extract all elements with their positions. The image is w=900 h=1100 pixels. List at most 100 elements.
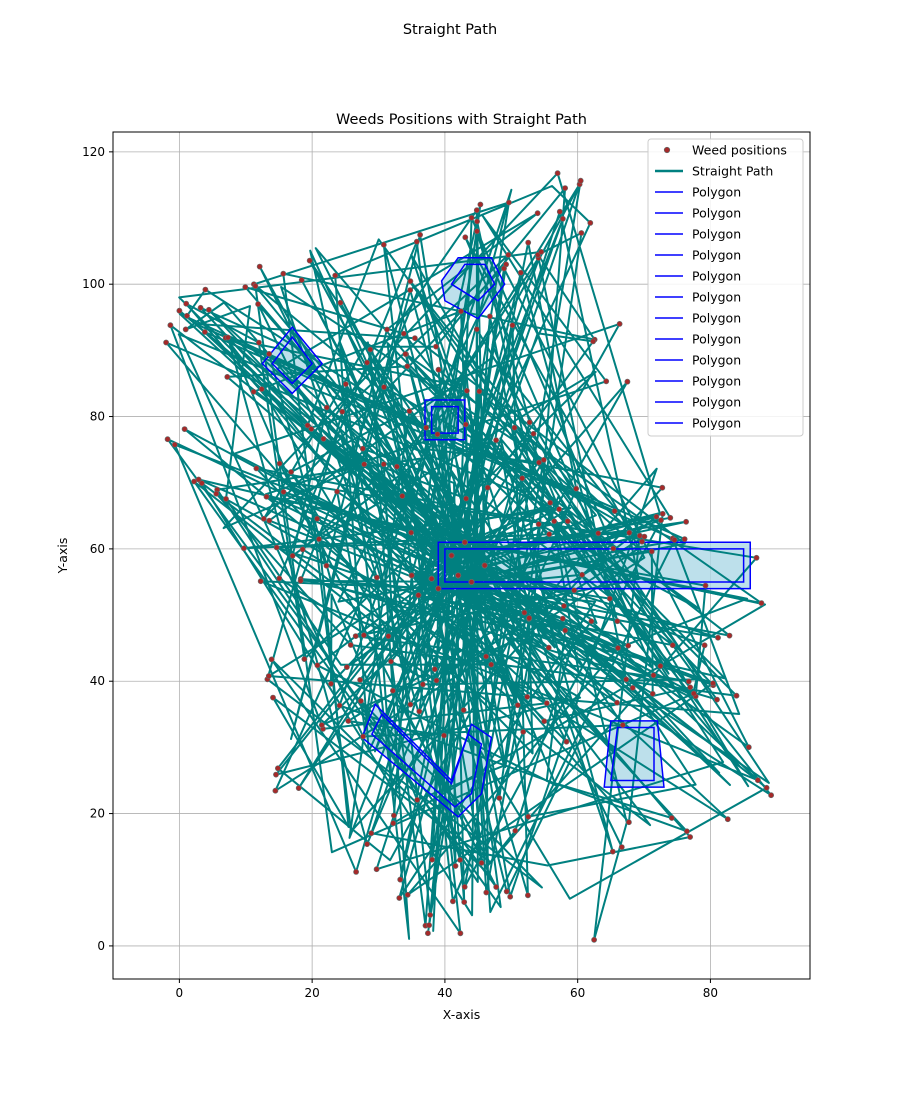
weed-point: [167, 322, 174, 329]
weed-point: [588, 618, 595, 625]
weed-point: [473, 207, 480, 214]
y-tick-label: 120: [82, 145, 105, 159]
weed-point: [404, 363, 411, 370]
weed-point: [276, 575, 283, 582]
y-axis-label: Y-axis: [55, 538, 70, 575]
weed-point: [400, 330, 407, 337]
weed-point: [525, 892, 531, 899]
weed-point: [263, 493, 270, 500]
legend-label: Polygon: [692, 353, 741, 368]
weed-point: [357, 677, 363, 683]
polygon-fill: [361, 704, 492, 817]
weed-point: [561, 603, 567, 609]
weed-point: [197, 304, 204, 311]
weed-point: [641, 533, 648, 540]
weed-point: [560, 215, 566, 222]
weed-point: [669, 642, 676, 649]
weed-point: [164, 436, 171, 443]
weed-point: [270, 694, 276, 701]
weed-point: [551, 518, 558, 525]
weed-point: [298, 277, 305, 283]
weed-points: [163, 170, 774, 943]
weed-point: [710, 680, 716, 687]
legend-label: Polygon: [692, 269, 741, 284]
weed-point: [512, 827, 519, 834]
weed-point: [314, 515, 320, 522]
weed-point: [260, 515, 267, 522]
weed-point: [571, 587, 578, 594]
weed-point: [595, 530, 602, 537]
weed-point: [477, 201, 484, 208]
weed-point: [753, 554, 760, 561]
weed-point: [399, 493, 406, 499]
weed-point: [423, 424, 430, 431]
weed-point: [431, 666, 438, 673]
weed-point: [360, 632, 367, 639]
weed-point: [359, 445, 366, 452]
weed-point: [433, 343, 439, 350]
weed-point: [367, 346, 374, 353]
weed-point: [385, 633, 392, 640]
weed-point: [481, 562, 488, 569]
legend-label: Weed positions: [692, 143, 787, 158]
weed-point: [768, 792, 774, 799]
weed-point: [353, 869, 359, 875]
weed-point: [755, 777, 761, 784]
weed-point: [393, 463, 400, 470]
weed-point: [339, 408, 346, 415]
weed-point: [683, 518, 689, 525]
weed-point: [702, 582, 709, 589]
weed-point: [668, 815, 675, 821]
weed-point: [636, 532, 643, 539]
weed-point: [255, 339, 262, 346]
chart-title: Weeds Positions with Straight Path: [336, 112, 587, 128]
weed-point: [577, 177, 584, 184]
weed-point: [493, 884, 500, 890]
weed-point: [461, 539, 468, 546]
weed-point: [407, 701, 414, 708]
weed-point: [205, 306, 212, 313]
weed-point: [182, 326, 189, 333]
polygon-outline: [450, 263, 496, 302]
weed-point: [441, 732, 447, 739]
weed-point: [276, 460, 283, 467]
weed-point: [299, 546, 306, 553]
weed-point: [505, 199, 512, 206]
polygon-outline: [603, 720, 665, 788]
legend-box: [647, 138, 804, 437]
weed-point: [255, 301, 261, 307]
weed-point: [452, 863, 459, 869]
weed-point: [474, 228, 480, 235]
weed-point: [681, 536, 688, 542]
weed-point: [541, 718, 548, 725]
weed-point: [402, 351, 409, 357]
legend-label: Polygon: [692, 311, 741, 326]
weed-point: [667, 514, 674, 521]
weed-point: [457, 857, 463, 863]
weed-point: [389, 687, 396, 694]
weed-point: [368, 830, 375, 837]
weed-point: [626, 529, 633, 536]
weed-point: [685, 678, 692, 685]
weed-point: [406, 408, 413, 414]
weed-point: [257, 578, 264, 585]
weed-point: [345, 718, 352, 724]
weed-point: [301, 656, 308, 662]
weed-point: [256, 263, 263, 270]
x-axis-ticks: 0 20 40 60 80: [176, 979, 718, 1000]
weed-point: [478, 860, 485, 866]
weed-point: [488, 661, 495, 668]
weed-point: [373, 866, 380, 873]
legend-label: Polygon: [692, 206, 741, 221]
weed-point: [658, 517, 664, 524]
weed-point: [521, 609, 528, 616]
weed-point: [606, 595, 613, 602]
weed-point: [511, 424, 518, 431]
weed-point: [343, 664, 350, 670]
weed-point: [526, 615, 533, 621]
weed-point: [336, 702, 343, 709]
weed-point: [424, 930, 431, 937]
weed-point: [202, 286, 209, 293]
weed-point: [461, 899, 468, 905]
weed-point: [671, 537, 678, 543]
